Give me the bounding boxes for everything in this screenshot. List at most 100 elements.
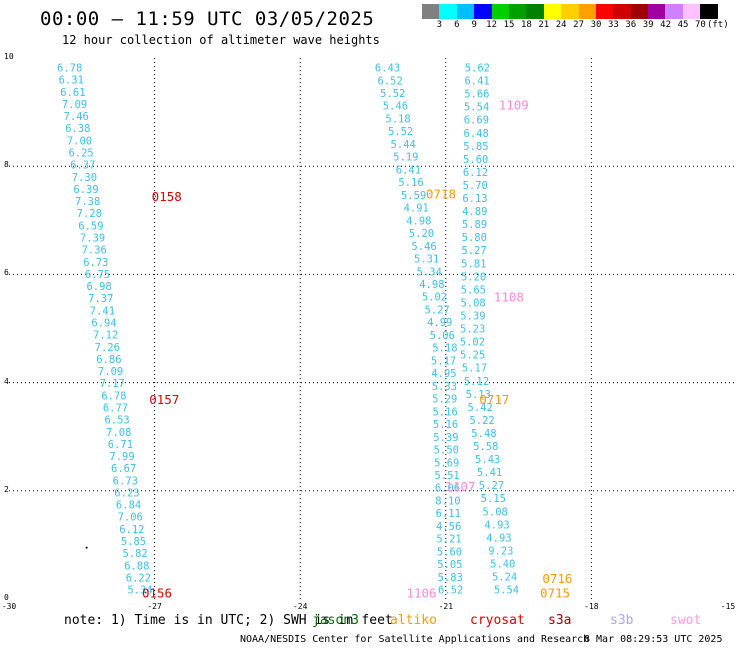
- pass-time-label: 1107: [445, 479, 475, 494]
- wave-height-label: 5.02: [422, 292, 447, 304]
- wave-height-label: 8.10: [435, 495, 460, 507]
- wave-height-label: 5.60: [463, 154, 488, 166]
- legend-label: (ft): [706, 20, 729, 30]
- x-tick-label: -21: [438, 602, 454, 611]
- color-legend-bar: [422, 4, 718, 19]
- map-subtitle: 12 hour collection of altimeter wave hei…: [62, 33, 380, 47]
- legend-label: 27: [573, 20, 585, 30]
- wave-height-label: 5.58: [473, 441, 498, 453]
- wave-height-label: 5.81: [461, 258, 486, 270]
- wave-height-label: 5.60: [437, 546, 462, 558]
- wave-height-label: 5.69: [434, 457, 459, 469]
- legend-swatch: [700, 4, 718, 19]
- legend-label: 70: [694, 20, 706, 30]
- wave-height-label: 5.52: [380, 88, 405, 100]
- wave-height-label: 6.61: [60, 87, 85, 99]
- wave-height-label: 5.05: [437, 559, 462, 571]
- wave-height-label: 6.77: [103, 402, 128, 414]
- pass-time-label: 1106: [406, 585, 436, 599]
- wave-height-label: 4.93: [484, 519, 509, 531]
- legend-label: 45: [677, 20, 689, 30]
- wave-height-label: 5.25: [460, 350, 485, 362]
- wave-height-label: 4.93: [486, 532, 511, 544]
- wave-height-label: 4.56: [436, 521, 461, 533]
- wave-height-label: 7.41: [90, 305, 115, 317]
- wave-height-label: 6.78: [57, 63, 82, 75]
- wave-height-label: 5.85: [121, 536, 146, 548]
- wave-height-label: 5.62: [465, 63, 490, 75]
- wave-height-label: 6.75: [85, 269, 110, 281]
- wave-height-label: 5.51: [434, 470, 459, 482]
- wave-height-label: 5.27: [461, 245, 486, 257]
- wave-height-label: 5.21: [436, 534, 461, 546]
- wave-height-label: 5.46: [383, 101, 408, 113]
- wave-height-label: 6.84: [116, 500, 141, 512]
- wave-height-label: 5.16: [432, 406, 457, 418]
- wave-height-label: 6.12: [463, 167, 488, 179]
- legend-swatch: [665, 4, 683, 19]
- y-tick-label: 8: [4, 160, 9, 170]
- y-tick-label: 10: [4, 52, 14, 61]
- x-tick-label: -27: [147, 602, 162, 611]
- wave-height-label: 5.80: [462, 232, 487, 244]
- satellite-legend-item: swot: [670, 613, 702, 628]
- wave-height-label: 5.12: [464, 376, 489, 388]
- pass-time-label: 0158: [152, 189, 182, 204]
- pass-time-label: 0157: [149, 392, 179, 407]
- wave-height-label: 5.89: [462, 219, 487, 231]
- wave-height-label: 5.46: [411, 241, 436, 253]
- legend-label: 39: [642, 20, 654, 30]
- legend-label: 3: [436, 20, 443, 30]
- legend-swatch: [439, 4, 457, 19]
- x-tick-label: -30: [1, 602, 17, 611]
- legend-swatch: [543, 4, 562, 19]
- wave-height-label: 5.23: [460, 324, 485, 336]
- wave-height-label: 6.98: [86, 281, 111, 293]
- wave-height-label: 5.02: [460, 337, 485, 349]
- wave-height-label: 6.86: [96, 354, 121, 366]
- wave-height-label: 4.89: [462, 206, 487, 218]
- wave-height-label: 5.27: [479, 480, 504, 492]
- legend-swatch: [422, 4, 440, 19]
- wave-height-label: 5.42: [468, 402, 493, 414]
- legend-swatch: [526, 4, 544, 19]
- wave-height-label: 5.16: [433, 419, 458, 431]
- legend-label: 15: [503, 20, 515, 30]
- wave-height-map: 6.786.316.617.097.466.387.006.256.377.30…: [9, 58, 737, 599]
- wave-height-label: 6.73: [113, 475, 138, 487]
- wave-height-label: 6.38: [65, 123, 90, 135]
- satellite-legend-item: altiko: [390, 613, 437, 628]
- wave-height-label: 5.13: [466, 389, 491, 401]
- pass-time-label: 0717: [479, 392, 509, 407]
- pass-time-label: 0716: [542, 571, 572, 586]
- satellite-legend-item: cryosat: [470, 613, 525, 628]
- legend-swatch: [561, 4, 579, 19]
- legend-label: 6: [454, 20, 460, 30]
- wave-height-label: 5.15: [481, 493, 506, 505]
- legend-swatch: [508, 4, 527, 19]
- wave-height-label: 7.09: [62, 99, 87, 111]
- wave-height-label: 6.69: [464, 115, 489, 127]
- wave-height-label: 5.54: [464, 102, 489, 114]
- wave-height-label: 5.59: [401, 190, 426, 202]
- wave-height-label: 6.43: [375, 63, 400, 75]
- wave-height-label: 6.23: [114, 487, 139, 499]
- wave-height-label: 5.43: [475, 454, 500, 466]
- satellite-legend-item: s3a: [548, 613, 572, 628]
- legend-label: 42: [660, 20, 672, 30]
- wave-height-label: 5.16: [398, 177, 423, 189]
- wave-height-label: 6.22: [126, 572, 151, 584]
- wave-height-label: 6.73: [83, 257, 108, 269]
- y-tick-label: 4: [4, 376, 9, 386]
- legend-swatch: [682, 4, 701, 19]
- wave-height-label: 5.39: [460, 311, 485, 323]
- y-tick-label: 2: [4, 484, 9, 494]
- wave-height-label: 4.98: [419, 279, 444, 291]
- wave-height-label: 6.78: [101, 390, 126, 402]
- legend-swatch: [630, 4, 649, 19]
- wave-height-label: 5.85: [463, 141, 488, 153]
- wave-height-label: 4.99: [427, 317, 452, 329]
- wave-height-label: 5.50: [434, 445, 459, 457]
- wave-height-label: 7.99: [109, 451, 134, 463]
- wave-height-label: 5.19: [393, 152, 418, 164]
